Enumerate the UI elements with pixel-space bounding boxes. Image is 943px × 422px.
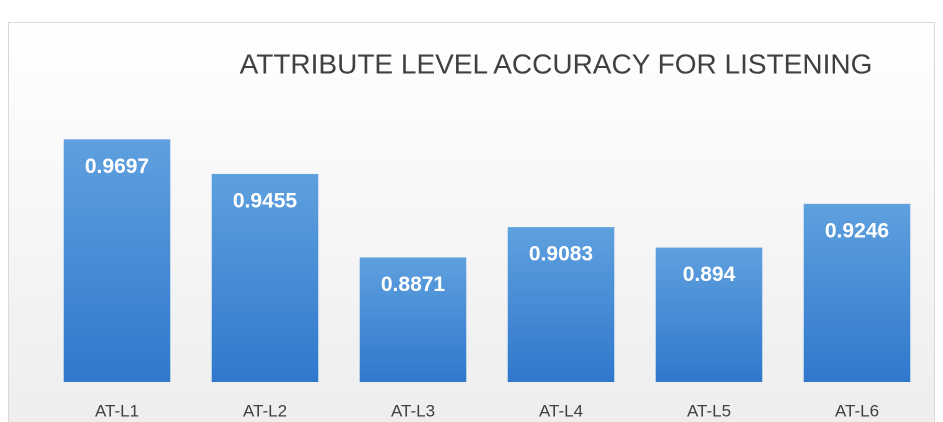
x-tick-label: AT-L4 [539, 401, 583, 420]
x-tick-label: AT-L6 [835, 401, 879, 420]
x-tick-label: AT-L3 [391, 401, 435, 420]
x-tick-label: AT-L1 [95, 401, 139, 420]
data-label: 0.9697 [85, 155, 149, 178]
chart-title: ATTRIBUTE LEVEL ACCURACY FOR LISTENING [240, 48, 873, 79]
data-label: 0.9455 [233, 189, 298, 212]
x-tick-label: AT-L5 [687, 401, 731, 420]
bar [507, 227, 615, 382]
bar [359, 257, 467, 382]
bar [655, 247, 763, 382]
data-label: 0.8871 [381, 273, 446, 296]
data-label: 0.894 [683, 263, 736, 286]
x-tick-label: AT-L2 [243, 401, 287, 420]
bar [211, 173, 319, 382]
data-label: 0.9246 [825, 219, 889, 242]
data-label: 0.9083 [529, 243, 593, 266]
bar [63, 139, 171, 382]
bar [803, 203, 911, 382]
